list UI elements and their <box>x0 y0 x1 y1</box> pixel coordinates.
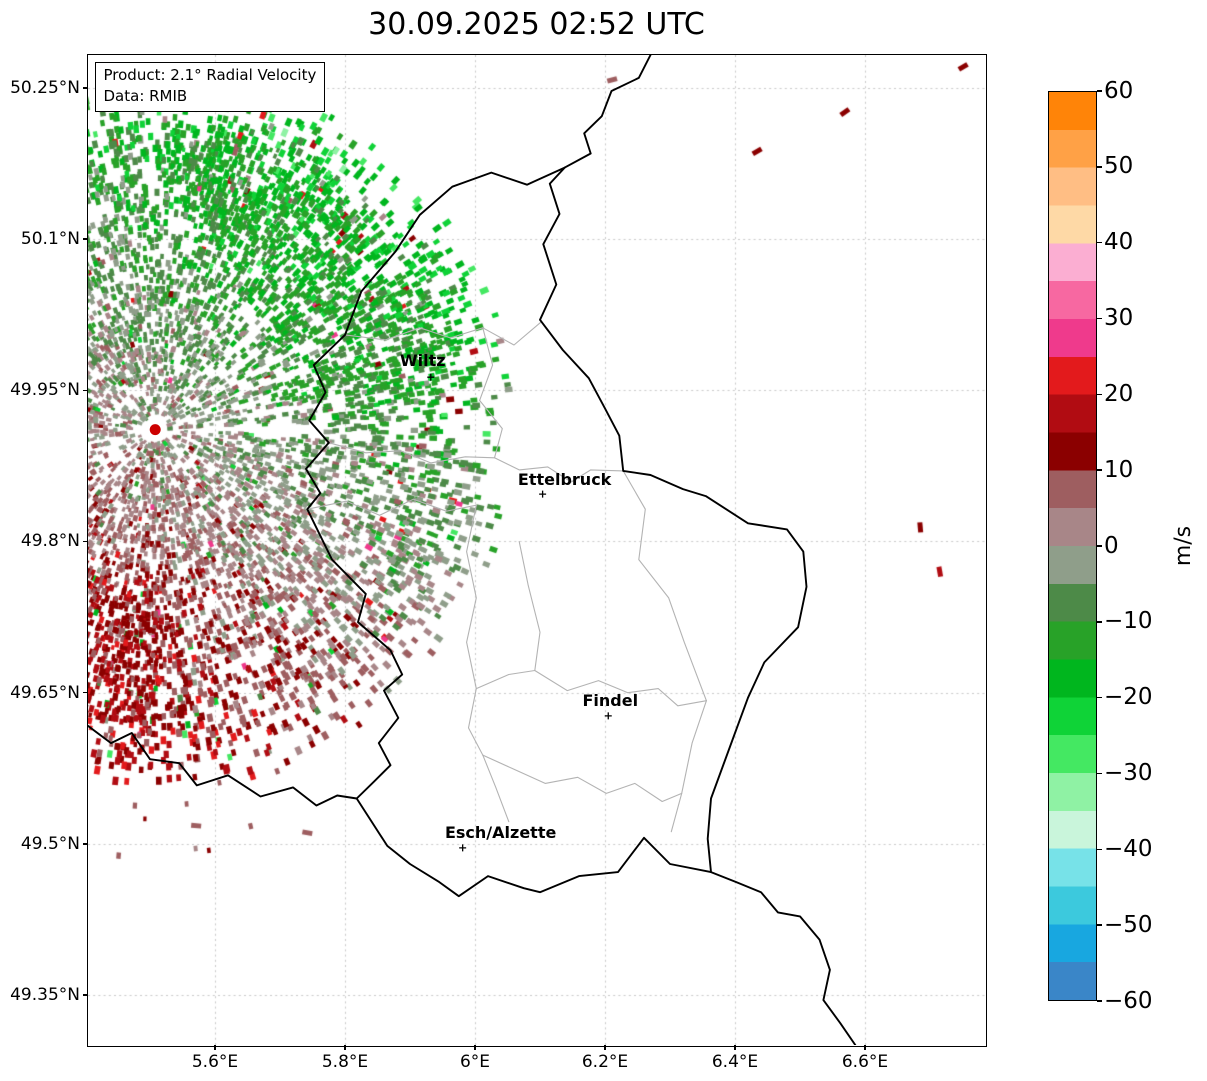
y-tick-label: 49.65°N <box>10 682 80 703</box>
info-source-line: Data: RMIB <box>103 86 188 105</box>
canton-border <box>343 320 542 346</box>
y-tick-label: 49.5°N <box>20 833 80 854</box>
colorbar-tick-mark <box>1097 848 1102 851</box>
canton-border <box>478 326 503 458</box>
y-tick-label: 50.25°N <box>10 77 80 98</box>
colorbar-tick-label: 50 <box>1104 153 1134 180</box>
city-cross-marker <box>458 843 466 851</box>
colorbar-tick-mark <box>1097 469 1102 471</box>
x-tick-mark <box>474 1045 476 1050</box>
x-tick-label: 6.6°E <box>841 1052 889 1072</box>
colorbar-tick-mark <box>1097 772 1102 775</box>
colorbar-tick-label: 10 <box>1104 456 1134 483</box>
info-box: Product: 2.1° Radial Velocity Data: RMIB <box>94 61 326 112</box>
colorbar-tick-label: −20 <box>1104 684 1153 711</box>
canton-border <box>481 754 682 802</box>
colorbar-tick-label: −50 <box>1104 911 1153 938</box>
colorbar-tick-mark <box>1097 1000 1102 1002</box>
y-tick-mark <box>83 994 88 996</box>
colorbar-tick-mark <box>1097 924 1102 926</box>
y-tick-label: 49.95°N <box>10 380 80 401</box>
colorbar-tick-mark <box>1097 166 1102 168</box>
colorbar <box>1048 91 1097 1001</box>
city-label: Findel <box>582 690 638 709</box>
y-tick-mark <box>83 540 88 543</box>
colorbar-tick-mark <box>1097 90 1102 92</box>
city-cross-marker <box>426 373 434 381</box>
x-tick-label: 5.8°E <box>321 1052 369 1072</box>
canton-border <box>481 754 509 822</box>
colorbar-tick-mark <box>1097 241 1102 244</box>
y-tick-mark <box>83 238 88 240</box>
y-tick-label: 50.1°N <box>20 229 80 250</box>
canton-border <box>518 540 541 671</box>
country-border-belgium-germany <box>563 54 651 169</box>
x-tick-mark <box>344 1045 346 1050</box>
x-tick-label: 6.4°E <box>711 1052 759 1072</box>
city-label: Ettelbruck <box>517 470 611 489</box>
canton-border <box>622 469 707 701</box>
city-label: Wiltz <box>400 351 446 370</box>
country-border-france-germany <box>709 870 856 1045</box>
city-ettelbruck: Ettelbruck <box>517 470 611 498</box>
colorbar-tick-label: −10 <box>1104 608 1153 635</box>
colorbar-tick-mark <box>1097 317 1102 320</box>
country-border-france-belgium <box>87 724 358 806</box>
city-cross-marker <box>604 711 612 719</box>
colorbar-tick-mark <box>1097 545 1102 547</box>
colorbar-tick-label: 40 <box>1104 229 1134 256</box>
country-border-luxembourg <box>304 166 807 897</box>
canton-border <box>475 669 707 706</box>
x-tick-mark <box>214 1045 216 1050</box>
map-borders-overlay: Wiltz Ettelbruck Findel Esch/Alzette <box>87 54 856 1045</box>
y-tick-mark <box>83 691 88 694</box>
colorbar-tick-label: −30 <box>1104 760 1153 786</box>
canton-border <box>327 441 624 483</box>
colorbar-tick-label: 20 <box>1104 380 1134 407</box>
city-label: Esch/Alzette <box>444 822 556 841</box>
colorbar-tick-label: 30 <box>1104 305 1134 331</box>
radar-site-marker <box>144 418 166 440</box>
figure-title: 30.09.2025 02:52 UTC <box>368 7 705 42</box>
colorbar-tick-label: 60 <box>1104 77 1134 104</box>
x-tick-label: 6.2°E <box>581 1052 629 1072</box>
y-tick-mark <box>83 87 88 89</box>
x-tick-mark <box>734 1045 736 1050</box>
x-tick-label: 6°E <box>459 1052 491 1072</box>
x-tick-mark <box>604 1045 606 1050</box>
city-findel: Findel <box>582 690 638 719</box>
colorbar-tick-label: −40 <box>1104 835 1153 862</box>
canton-border <box>306 498 477 516</box>
canton-border <box>670 699 707 832</box>
colorbar-tick-mark <box>1097 393 1102 396</box>
x-tick-mark <box>864 1045 866 1050</box>
y-tick-label: 49.35°N <box>10 985 80 1005</box>
info-product-line: Product: 2.1° Radial Velocity <box>103 65 317 84</box>
radar-dot <box>149 423 161 435</box>
canton-border <box>465 504 483 756</box>
radar-bins-layer <box>87 54 985 1045</box>
y-tick-label: 49.8°N <box>20 531 80 552</box>
city-wiltz: Wiltz <box>400 351 446 381</box>
x-tick-label: 5.6°E <box>191 1052 239 1072</box>
y-tick-mark <box>83 389 88 391</box>
colorbar-tick-mark <box>1097 696 1102 699</box>
colorbar-tick-label: −60 <box>1104 987 1153 1014</box>
colorbar-tick-label: 0 <box>1104 532 1119 559</box>
colorbar-tick-mark <box>1097 621 1102 623</box>
city-esch-alzette: Esch/Alzette <box>444 822 556 851</box>
y-tick-mark <box>83 843 88 845</box>
city-cross-marker <box>538 490 546 498</box>
map-plot: Wiltz Ettelbruck Findel Esch/Alzette Produc… <box>86 53 987 1047</box>
